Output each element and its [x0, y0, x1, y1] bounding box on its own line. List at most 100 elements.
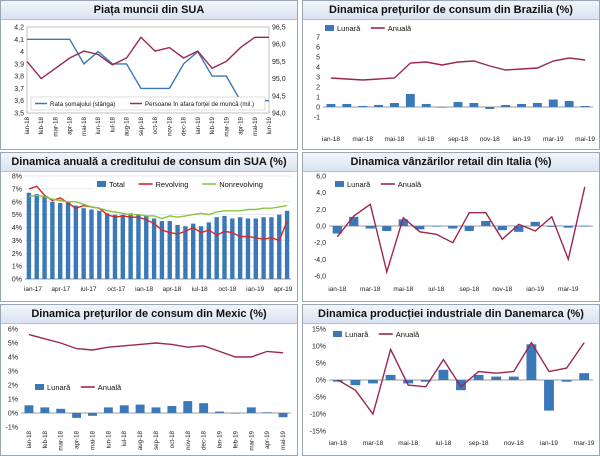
x-tick-label: apr-18	[74, 430, 81, 448]
x-tick-label: iul-18	[435, 440, 451, 447]
x-tick-label: ian-18	[322, 136, 340, 143]
bar	[151, 218, 157, 279]
y-tick-label-right: 94,0	[272, 111, 286, 118]
y-tick-label: 5	[316, 55, 320, 62]
x-tick-label: ian-19	[217, 430, 224, 448]
bar	[437, 107, 447, 108]
y-tick-label: 3	[316, 75, 320, 82]
bar	[349, 216, 359, 226]
y-tick-label: 7	[316, 35, 320, 42]
bar	[456, 380, 466, 391]
x-tick-label: ian-19	[195, 116, 202, 134]
bar	[453, 102, 463, 107]
y-tick-label: -1%	[6, 425, 18, 432]
bar	[119, 405, 129, 413]
x-tick-label: ian-18	[135, 286, 153, 293]
bar	[382, 226, 392, 231]
y-tick-label: -10%	[310, 412, 326, 419]
chart-br-cpi: Lunară Anuală -1 0 1 2 3 4 5 6 7 ian-18 mar-18 mai-18…	[314, 24, 596, 143]
y-tick-label: -6,0	[314, 274, 326, 281]
bar	[144, 215, 149, 279]
bar	[405, 94, 415, 107]
x-tick-label: sep-18	[138, 116, 145, 135]
y-tick-label-right: 94,5	[272, 93, 286, 100]
bar	[514, 226, 524, 232]
x-tick-label: iul-18	[428, 286, 444, 293]
y-tick-label: 4	[316, 65, 320, 72]
x-tick-label: aug-18	[137, 430, 144, 450]
legend-label: Anuală	[388, 24, 412, 33]
chart-title-dk-ip: Dinamica producției industriale din Dane…	[303, 305, 599, 324]
series-line	[336, 186, 586, 275]
y-tick-label: 5%	[8, 341, 18, 348]
series-line	[28, 185, 288, 242]
bar	[34, 194, 39, 279]
bar	[368, 380, 378, 384]
x-tick-label: ian-17	[24, 286, 42, 293]
x-tick-label: apr-19	[264, 430, 271, 448]
x-tick-label: aug-18	[124, 116, 131, 136]
y-tick-label-left: 3,7	[14, 86, 24, 93]
y-tick-label: 10%	[312, 344, 326, 351]
bar	[421, 104, 431, 107]
x-tick-label: sep-18	[153, 430, 160, 449]
bar	[332, 226, 342, 234]
x-tick-label: mar-19	[223, 116, 230, 136]
bar	[24, 405, 34, 413]
y-tick-label: 0%	[12, 277, 22, 284]
bar	[50, 201, 55, 279]
bar	[56, 408, 66, 413]
x-tick-label: iul-17	[81, 286, 97, 293]
x-tick-label: apr-19	[238, 116, 245, 134]
chart-mx-cpi: -1% 0% 1% 2% 3% 4% 5% 6% Lunară Anuală ian-18 feb-1…	[6, 327, 291, 451]
y-tick-label-right: 95,5	[272, 59, 286, 66]
x-tick-label: sep-18	[459, 286, 479, 293]
bar	[278, 413, 288, 418]
y-tick-label: 3%	[8, 369, 18, 376]
bar	[230, 218, 235, 279]
legend-swatch	[97, 181, 106, 187]
y-tick-label: 0	[316, 105, 320, 112]
x-tick-label: dec-18	[181, 116, 188, 135]
chart-title-us-credit: Dinamica anuală a creditului de consum d…	[1, 153, 297, 172]
y-tick-label: -2,0	[314, 240, 326, 247]
bar	[97, 210, 102, 279]
y-tick-label: 1	[316, 95, 320, 102]
y-tick-label: 4,0	[316, 190, 326, 197]
bar	[530, 221, 540, 226]
bar	[136, 214, 141, 279]
x-tick-label: mar-18	[360, 286, 381, 293]
legend-label: Nonrevolving	[219, 180, 263, 189]
x-tick-label: mar-19	[543, 136, 564, 143]
bar	[431, 226, 441, 227]
x-tick-label: mar-19	[558, 286, 579, 293]
y-tick-label-right: 96,0	[272, 42, 286, 49]
bar	[42, 196, 47, 279]
series-line	[28, 333, 284, 358]
series-line	[27, 38, 269, 102]
y-tick-label: 6,0	[316, 174, 326, 181]
legend-swatch	[325, 25, 334, 31]
x-tick-label: mar-18	[363, 440, 384, 447]
bar	[544, 380, 554, 411]
y-tick-label: 0%	[8, 411, 18, 418]
x-tick-label: iul-18	[192, 286, 208, 293]
bar	[175, 224, 180, 279]
legend-label: Persoane în afara forței de muncă (mil.)	[145, 101, 254, 108]
y-tick-label-left: 3,8	[14, 74, 24, 81]
bar	[561, 380, 572, 382]
y-tick-label: -4,0	[314, 257, 326, 264]
x-tick-label: apr-17	[51, 286, 70, 293]
x-tick-label: nov-18	[166, 116, 173, 135]
bar	[261, 217, 266, 279]
bar	[517, 104, 526, 107]
y-tick-label-left: 3,5	[14, 111, 24, 118]
bar	[26, 192, 32, 279]
chart-title-mx-cpi: Dinamica prețurilor de consum din Mexic …	[1, 305, 297, 324]
x-tick-label: feb-18	[42, 430, 49, 448]
bar	[332, 380, 343, 382]
bar	[579, 373, 590, 380]
panel-br-cpi: Dinamica prețurilor de consum din Brazil…	[302, 0, 600, 150]
bar	[222, 215, 227, 279]
x-tick-label: ian-19	[540, 440, 558, 447]
